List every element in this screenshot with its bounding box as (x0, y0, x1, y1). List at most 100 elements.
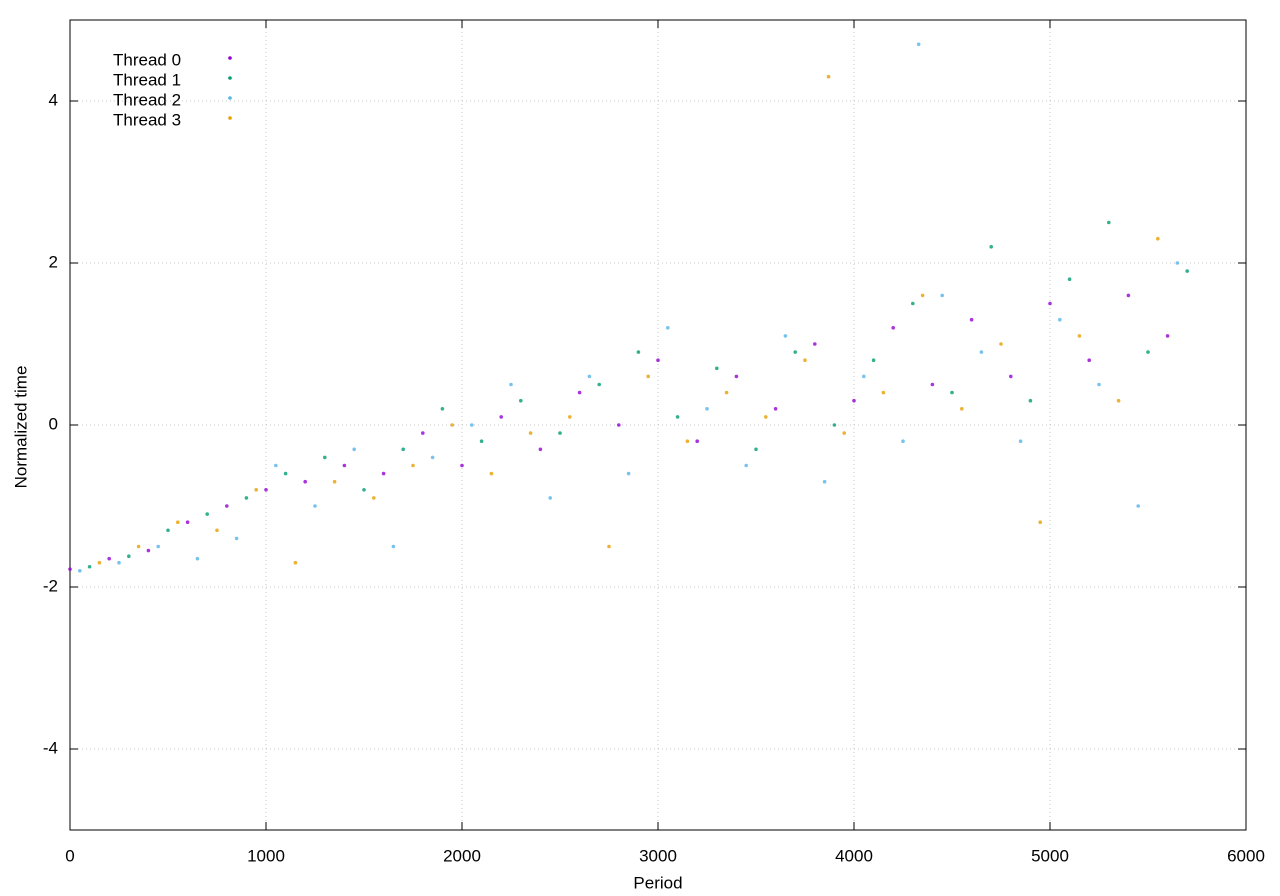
point (783, 334, 788, 338)
point (1126, 293, 1131, 298)
point (293, 560, 298, 565)
point (470, 423, 474, 427)
point (577, 390, 582, 395)
point (940, 293, 944, 298)
y-tick-label: 2 (49, 252, 58, 271)
point (920, 293, 925, 298)
point (1058, 317, 1062, 322)
point (479, 439, 484, 444)
point (538, 447, 543, 452)
x-tick-label: 0 (65, 846, 74, 865)
point (283, 471, 288, 476)
point (1097, 382, 1101, 387)
point (205, 512, 209, 516)
point (421, 431, 425, 435)
point (607, 544, 611, 549)
point (401, 447, 406, 452)
x-tick-label: 6000 (1227, 846, 1265, 865)
point (528, 431, 533, 435)
point (1067, 277, 1072, 282)
point (617, 423, 621, 427)
point (1185, 269, 1189, 273)
y-tick-label: 0 (49, 414, 58, 433)
point (1175, 261, 1180, 265)
point (881, 390, 886, 395)
point (1107, 220, 1111, 225)
point (381, 471, 386, 476)
point (430, 455, 435, 460)
point (166, 528, 170, 533)
y-tick-label: -2 (43, 576, 58, 595)
point (1146, 350, 1150, 354)
point (519, 398, 523, 403)
legend-label: Thread 3 (113, 110, 181, 129)
point (254, 488, 258, 492)
point (960, 407, 964, 411)
point (68, 567, 72, 571)
point (979, 350, 984, 354)
point (832, 423, 837, 427)
point (499, 415, 504, 419)
point (156, 544, 160, 549)
legend-label: Thread 2 (113, 90, 181, 109)
point (411, 463, 415, 468)
x-tick-label: 3000 (639, 846, 677, 865)
plot-frame (69, 19, 1247, 831)
point (440, 407, 445, 411)
point (930, 382, 935, 387)
point (127, 554, 131, 559)
x-tick-label: 4000 (835, 846, 873, 865)
point (225, 504, 229, 508)
point (548, 496, 552, 500)
point (303, 479, 308, 484)
point (793, 350, 797, 354)
point (1087, 358, 1091, 363)
point (597, 382, 601, 387)
point (636, 350, 641, 354)
point (1018, 439, 1023, 444)
point (136, 544, 141, 549)
point (1038, 520, 1042, 524)
point (950, 390, 954, 395)
point (969, 317, 974, 322)
point (264, 488, 268, 492)
point (568, 415, 572, 419)
point (362, 488, 366, 492)
point (626, 471, 631, 476)
point (509, 382, 513, 387)
point (372, 496, 376, 500)
point (656, 358, 660, 363)
point (724, 390, 729, 395)
point (852, 398, 856, 403)
point (460, 463, 464, 468)
x-tick-label: 5000 (1031, 846, 1069, 865)
point (826, 74, 831, 79)
point (176, 520, 180, 524)
point (764, 415, 768, 419)
point (87, 564, 92, 569)
legend-marker (228, 116, 232, 120)
point (901, 439, 905, 444)
point (323, 455, 327, 460)
point (1165, 334, 1170, 338)
point (215, 528, 219, 533)
point (999, 342, 1003, 346)
point (911, 301, 915, 306)
legend-label: Thread 1 (113, 70, 181, 89)
point (391, 544, 396, 549)
point (842, 431, 846, 435)
x-axis-label: Period (633, 873, 682, 892)
point (734, 374, 739, 379)
point (773, 407, 778, 411)
legend-marker (228, 76, 232, 80)
point (587, 374, 592, 379)
point (342, 463, 347, 468)
point (744, 463, 748, 468)
point (813, 342, 817, 346)
point (352, 447, 357, 452)
point (332, 479, 337, 484)
point (646, 374, 650, 379)
point (1048, 301, 1052, 306)
legend-label: Thread 0 (113, 50, 181, 69)
